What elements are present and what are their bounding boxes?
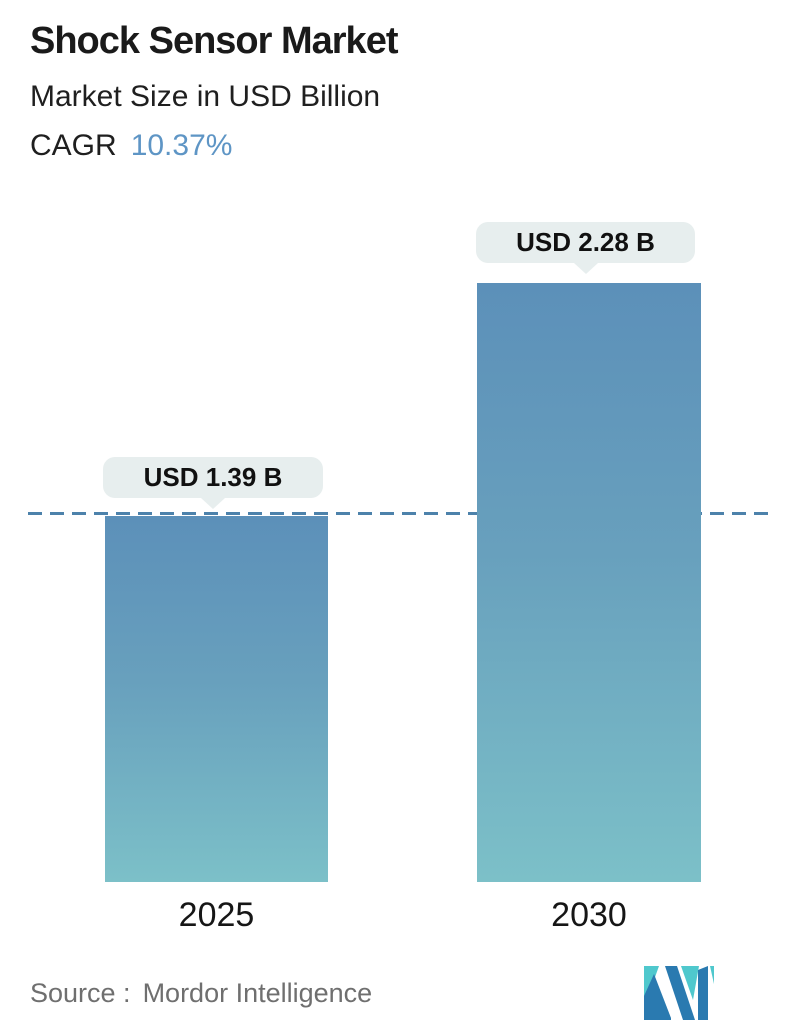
cagr-row: CAGR 10.37% [30,129,397,162]
source-attribution: Source : Mordor Intelligence [30,978,372,1009]
value-label-2030-text: USD 2.28 B [516,227,655,257]
cagr-value: 10.37% [130,128,233,162]
x-axis-label-2025: 2025 [178,896,255,934]
cagr-label: CAGR [30,128,117,162]
chart-header: Shock Sensor Market Market Size in USD B… [30,20,398,162]
value-label-2030: USD 2.28 B [476,222,695,263]
reference-dashed-line [28,512,772,515]
chart-subtitle: Market Size in USD Billion [30,79,381,113]
mordor-intelligence-logo [644,966,714,1020]
bar-2025 [105,516,328,882]
x-axis-label-2030: 2030 [551,896,627,934]
page-title: Shock Sensor Market [30,20,398,62]
source-value: Mordor Intelligence [142,978,373,1008]
source-label: Source : [30,978,131,1008]
value-label-2025: USD 1.39 B [103,457,323,498]
bar-2030 [477,283,701,882]
value-label-2025-text: USD 1.39 B [143,462,283,492]
